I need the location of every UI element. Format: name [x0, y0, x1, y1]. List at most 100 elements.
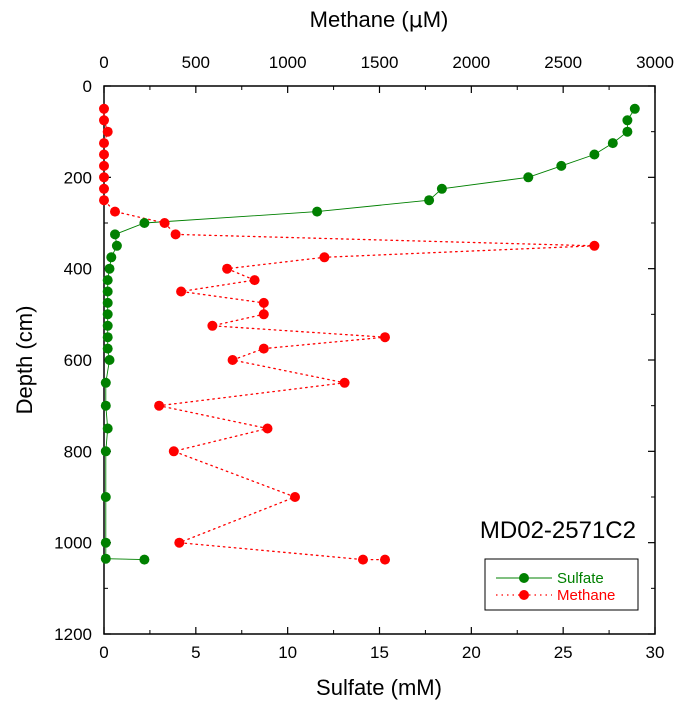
x-axis-top-title: Methane (μM) — [310, 7, 449, 33]
legend-sulfate-marker — [519, 573, 529, 583]
methane-point-16 — [176, 286, 187, 297]
methane-point-21 — [258, 343, 269, 354]
sulfate-point-16 — [102, 286, 113, 297]
methane-point-11 — [170, 229, 181, 240]
y-tick-label-600: 600 — [64, 351, 92, 370]
methane-point-19 — [207, 320, 218, 331]
sulfate-point-20 — [102, 332, 113, 343]
sulfate-point-1 — [622, 115, 633, 126]
methane-point-10 — [159, 218, 170, 228]
methane-point-12 — [589, 240, 600, 251]
x-bottom-tick-label-0: 0 — [99, 643, 108, 662]
methane-point-23 — [339, 377, 350, 388]
y-tick-label-1200: 1200 — [54, 625, 92, 644]
mu-symbol: μ — [409, 8, 423, 33]
methane-point-4 — [99, 149, 109, 160]
sulfate-point-17 — [102, 297, 113, 308]
methane-point-20 — [380, 332, 390, 343]
sulfate-line — [105, 108, 636, 561]
y-tick-label-200: 200 — [64, 168, 92, 187]
legend: Sulfate Methane — [484, 558, 639, 611]
methane-point-9 — [110, 206, 120, 217]
methane-point-26 — [168, 446, 179, 457]
sulfate-point-14 — [104, 263, 115, 274]
core-annotation: MD02-2571C2 — [480, 517, 636, 544]
x-bottom-tick-label-30: 30 — [646, 643, 665, 662]
methane-point-29 — [358, 554, 368, 565]
methane-point-27 — [290, 492, 300, 502]
sulfate-point-10 — [139, 218, 150, 228]
methane-point-7 — [99, 183, 109, 194]
y-tick-label-800: 800 — [64, 442, 92, 461]
methane-point-6 — [99, 172, 109, 183]
x-bottom-tick-label-15: 15 — [370, 643, 389, 662]
y-tick-label-0: 0 — [83, 77, 92, 96]
methane-point-30 — [380, 554, 390, 565]
legend-sulfate-label: Sulfate — [557, 570, 604, 587]
x-top-tick-label-2500: 2500 — [544, 53, 582, 72]
x-top-tick-label-500: 500 — [182, 53, 210, 72]
x-top-tick-label-0: 0 — [99, 53, 108, 72]
sulfate-point-2 — [622, 126, 633, 137]
sulfate-point-12 — [111, 240, 122, 251]
x-top-tick-label-1500: 1500 — [361, 53, 399, 72]
x-top-tick-label-3000: 3000 — [636, 53, 674, 72]
plot-frame — [103, 85, 656, 635]
sulfate-point-23 — [100, 377, 111, 388]
sulfate-point-18 — [102, 309, 113, 320]
series-points — [99, 103, 640, 565]
methane-point-8 — [99, 195, 109, 206]
sulfate-point-30 — [139, 554, 150, 565]
x-axis-bottom-title: Sulfate (mM) — [316, 675, 442, 700]
methane-point-17 — [258, 297, 269, 308]
y-tick-label-1000: 1000 — [54, 534, 92, 553]
methane-point-28 — [174, 537, 185, 548]
methane-point-5 — [99, 160, 109, 171]
y-tick-label-400: 400 — [64, 260, 92, 279]
sulfate-point-6 — [523, 172, 534, 183]
sulfate-point-7 — [436, 183, 447, 194]
sulfate-point-3 — [607, 138, 618, 149]
methane-point-2 — [102, 126, 113, 137]
methane-point-25 — [262, 423, 273, 434]
methane-point-22 — [227, 355, 238, 365]
methane-point-24 — [154, 400, 165, 411]
x-bottom-tick-label-20: 20 — [462, 643, 481, 662]
methane-point-18 — [258, 309, 269, 320]
sulfate-point-26 — [100, 446, 111, 457]
methane-point-3 — [99, 138, 109, 149]
sulfate-point-24 — [100, 400, 111, 411]
sulfate-point-29 — [100, 553, 111, 564]
legend-methane-marker — [519, 590, 529, 600]
methane-point-13 — [319, 252, 330, 263]
series-lines — [103, 108, 636, 561]
x-top-tick-label-2000: 2000 — [452, 53, 490, 72]
sulfate-point-22 — [104, 355, 115, 365]
sulfate-point-11 — [110, 229, 120, 240]
sulfate-point-19 — [102, 320, 113, 331]
sulfate-point-4 — [589, 149, 600, 160]
methane-point-15 — [249, 275, 260, 286]
sulfate-point-13 — [106, 252, 117, 263]
sulfate-point-5 — [556, 160, 567, 171]
methane-point-1 — [99, 115, 109, 126]
legend-box — [484, 558, 639, 611]
legend-methane-label: Methane — [557, 587, 615, 604]
sulfate-point-8 — [424, 195, 435, 206]
y-axis-title: Depth (cm) — [12, 306, 37, 415]
sulfate-point-9 — [312, 206, 323, 217]
methane-point-14 — [222, 263, 233, 274]
x-bottom-tick-label-25: 25 — [554, 643, 573, 662]
methane-point-0 — [99, 103, 109, 114]
sulfate-point-21 — [102, 343, 113, 354]
sulfate-point-25 — [102, 423, 113, 434]
sulfate-point-15 — [102, 275, 113, 286]
x-top-tick-label-1000: 1000 — [269, 53, 307, 72]
sulfate-point-28 — [100, 537, 111, 548]
methane-line — [103, 108, 595, 561]
sulfate-point-27 — [100, 492, 111, 502]
sulfate-point-0 — [629, 103, 640, 114]
x-bottom-tick-label-10: 10 — [278, 643, 297, 662]
ticks: 0 200 400 600 800 1000 1200 0 5 10 15 20 25 30 0 500 100… — [54, 53, 674, 662]
